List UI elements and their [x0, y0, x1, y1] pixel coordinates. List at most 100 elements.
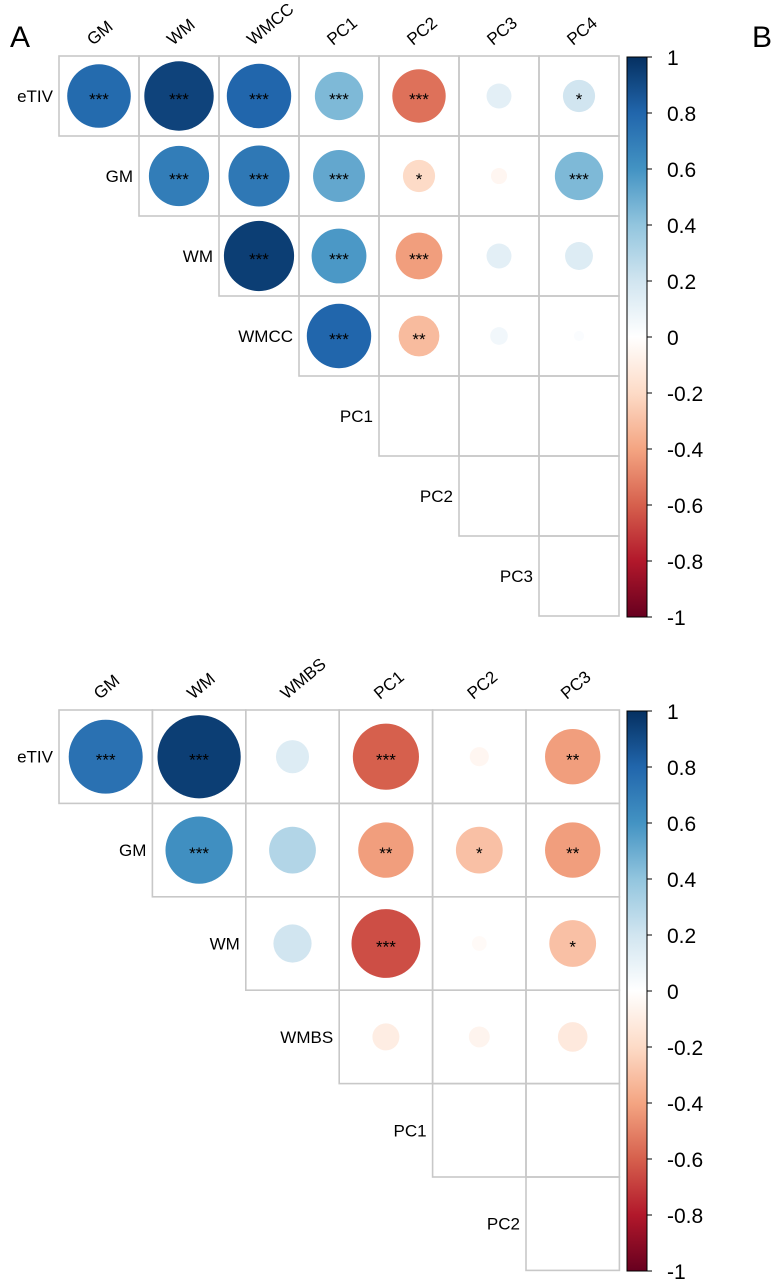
column-label: GM — [83, 17, 116, 49]
grid-cell — [525, 1082, 621, 1178]
colorbar-tick-label: 1 — [667, 47, 679, 70]
correlation-circle — [557, 1022, 588, 1052]
colorbar-tick-label: -0.4 — [667, 439, 704, 462]
correlation-circle — [398, 315, 440, 357]
panel-label-b: B — [752, 21, 772, 54]
colorbar — [626, 56, 648, 618]
correlation-circle — [223, 220, 295, 292]
significance-stars: *** — [96, 751, 116, 770]
grid-cell — [431, 1082, 527, 1178]
significance-stars: *** — [376, 751, 396, 770]
correlation-circle — [148, 145, 210, 207]
correlation-circle — [471, 936, 487, 951]
correlation-circle — [269, 826, 316, 874]
significance-stars: *** — [329, 90, 349, 109]
colorbar-tick-label: 0 — [667, 981, 679, 1004]
colorbar-tick-label: 0.4 — [667, 215, 697, 238]
significance-stars: ** — [379, 844, 393, 863]
colorbar-tick-label: -0.6 — [667, 1149, 703, 1172]
colorbar-tick-label: 0 — [667, 327, 679, 350]
colorbar-tick-label: 0.6 — [667, 813, 696, 836]
significance-stars: *** — [189, 751, 209, 770]
row-label: PC2 — [487, 1215, 520, 1234]
significance-stars: * — [569, 938, 576, 957]
panel-label-a: A — [10, 21, 30, 54]
grid-cell — [538, 455, 620, 537]
row-label: WM — [183, 247, 213, 266]
row-label: PC3 — [500, 567, 533, 586]
correlation-circle — [273, 924, 312, 963]
correlation-circle — [402, 159, 436, 193]
correlation-circle — [311, 228, 367, 284]
correlation-circle — [313, 150, 365, 202]
correlation-circle — [358, 822, 414, 878]
correlation-circle — [351, 909, 421, 978]
significance-stars: ** — [412, 330, 426, 349]
grid-cell — [378, 375, 460, 457]
correlation-circle — [226, 63, 292, 129]
correlation-circle — [314, 71, 364, 121]
significance-stars: *** — [329, 330, 349, 349]
correlation-circle — [306, 303, 372, 369]
correlation-circle — [545, 822, 601, 878]
significance-stars: *** — [329, 170, 349, 189]
significance-stars: * — [576, 90, 583, 109]
significance-stars: *** — [169, 90, 189, 109]
row-label: WM — [210, 935, 240, 954]
correlation-circle — [395, 232, 443, 280]
significance-stars: *** — [329, 250, 349, 269]
colorbar-tick-label: -1 — [667, 607, 686, 630]
correlation-circle — [157, 715, 241, 799]
column-label: WM — [183, 669, 218, 703]
significance-stars: *** — [89, 90, 109, 109]
row-label: PC1 — [340, 407, 373, 426]
significance-stars: *** — [249, 170, 269, 189]
column-label: WM — [163, 15, 198, 49]
row-label: GM — [119, 841, 146, 860]
correlation-circle — [573, 330, 585, 342]
row-label: GM — [106, 167, 133, 186]
colorbar-tick-label: -0.2 — [667, 383, 703, 406]
correlation-circle — [490, 327, 508, 345]
row-label: PC2 — [420, 487, 453, 506]
correlation-circle — [68, 719, 143, 794]
column-label: PC3 — [483, 13, 521, 49]
correlation-circle — [352, 723, 419, 790]
colorbar-tick-label: -0.2 — [667, 1037, 703, 1060]
correlation-circle — [228, 145, 290, 207]
colorbar-tick-label: 1 — [667, 701, 679, 724]
row-label: eTIV — [17, 748, 54, 767]
column-label: PC2 — [464, 667, 502, 703]
row-label: PC1 — [394, 1121, 427, 1140]
correlation-circle — [392, 69, 446, 123]
colorbar-tick-label: -1 — [667, 1261, 686, 1280]
correlation-circle — [545, 729, 601, 785]
column-label: WMBS — [277, 655, 330, 704]
significance-stars: *** — [376, 938, 396, 957]
grid-cell — [538, 535, 620, 617]
grid-cell — [458, 455, 540, 537]
correlation-circle — [565, 242, 593, 270]
correlation-circle — [372, 1023, 400, 1051]
significance-stars: *** — [409, 90, 429, 109]
correlation-circle — [165, 816, 233, 884]
significance-stars: *** — [169, 170, 189, 189]
column-label: PC1 — [370, 667, 408, 703]
column-label: PC4 — [563, 13, 601, 49]
row-label: WMBS — [280, 1028, 333, 1047]
correlation-circle — [562, 79, 596, 113]
column-label: WMCC — [243, 0, 297, 49]
column-label: PC2 — [403, 13, 441, 49]
significance-stars: *** — [189, 844, 209, 863]
correlation-circle — [67, 64, 131, 128]
column-label: PC1 — [323, 13, 361, 49]
significance-stars: *** — [569, 170, 589, 189]
grid-cell — [525, 1176, 621, 1272]
correlation-circle — [468, 1026, 490, 1048]
colorbar-tick-label: 0.8 — [667, 757, 696, 780]
colorbar-tick-label: -0.4 — [667, 1093, 704, 1116]
row-label: WMCC — [238, 327, 293, 346]
colorbar-tick-label: 0.2 — [667, 925, 696, 948]
